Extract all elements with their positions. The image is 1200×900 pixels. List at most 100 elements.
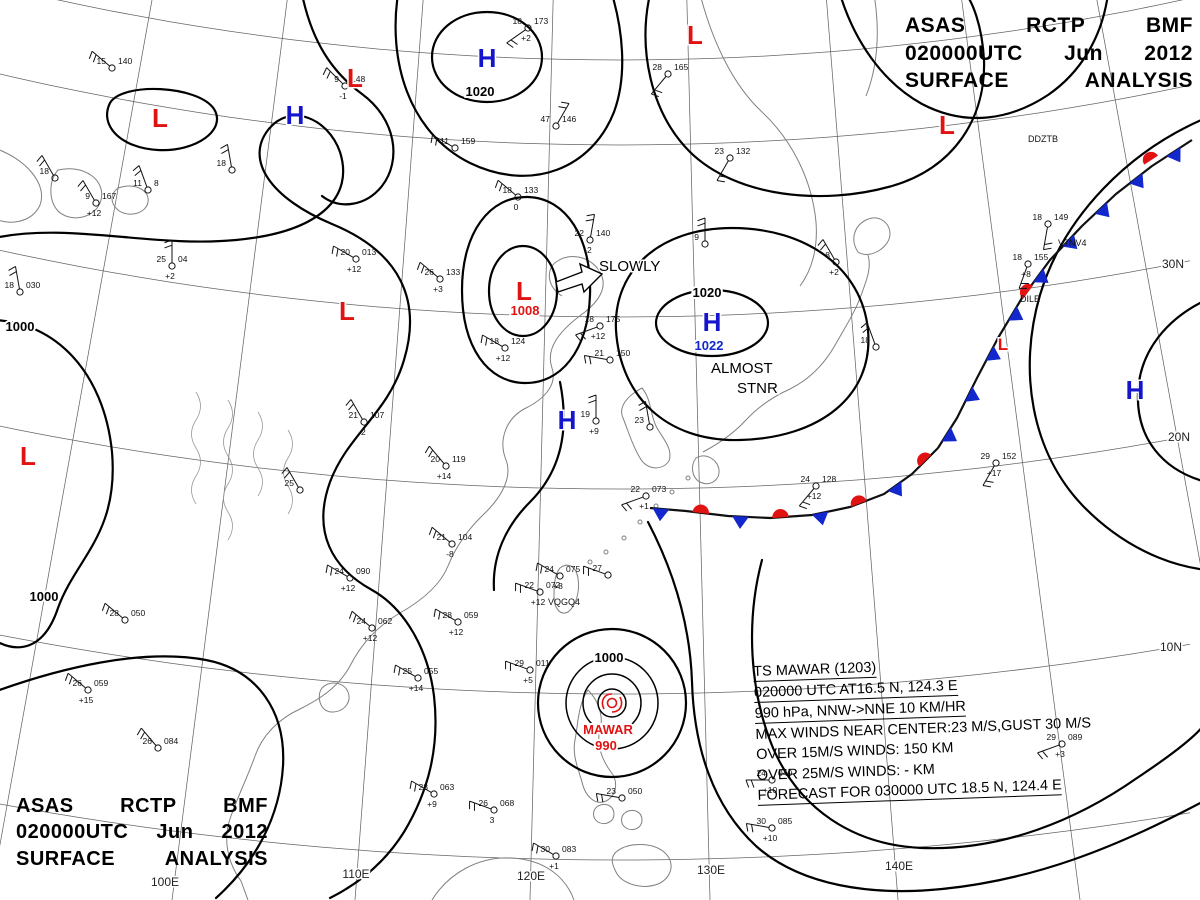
- station-tendency: -2: [358, 427, 366, 437]
- station-pressure: 152: [1002, 451, 1016, 461]
- wind-barb: [350, 399, 363, 420]
- cold-front-triangle: [1033, 268, 1049, 283]
- coastline: [702, 254, 870, 453]
- warm-front-semicircle: [1142, 151, 1159, 165]
- meridian-line: [171, 0, 288, 900]
- station-pressure: 146: [562, 114, 576, 124]
- station-temperature: 22: [575, 228, 585, 238]
- isobar: [430, 10, 544, 104]
- title-word: 020000UTC: [16, 821, 129, 844]
- wind-barb-tick: [601, 794, 604, 803]
- tropical-storm-icon: [601, 693, 623, 713]
- station-temperature: 25: [157, 254, 167, 264]
- title-word: ANALYSIS: [1084, 69, 1193, 93]
- station-temperature: 20: [431, 454, 441, 464]
- wind-barb-tick: [398, 667, 401, 676]
- wind-barb-tick: [36, 155, 43, 162]
- station-temperature: 29: [1047, 732, 1057, 742]
- wind-barb-tick: [985, 480, 994, 483]
- wind-barb-tick: [80, 184, 86, 192]
- wind-barb: [351, 610, 370, 627]
- station-pressure: 055: [424, 666, 438, 676]
- wind-barb-tick: [220, 143, 228, 149]
- cold-front-triangle: [1008, 306, 1024, 321]
- wind-barb-tick: [860, 322, 868, 329]
- low-pressure-center: L: [687, 20, 703, 50]
- station-plot: 9: [694, 217, 709, 248]
- wind-barb-tick: [589, 356, 592, 365]
- wind-barb: [82, 180, 95, 201]
- movement-arrow-icon: [555, 262, 604, 294]
- wind-barb-tick: [595, 793, 599, 802]
- title-word: 2012: [1144, 41, 1193, 65]
- latitude-label: 10N: [1160, 640, 1182, 654]
- station-temperature: 28: [443, 610, 453, 620]
- title-word: RCTP: [1026, 14, 1086, 37]
- title-line: SURFACE ANALYSIS: [16, 846, 268, 872]
- station-pressure: 155: [1034, 252, 1048, 262]
- station-plot: 25 04+2: [157, 239, 188, 281]
- station-temperature: 29: [515, 658, 525, 668]
- wind-barb-tick: [621, 504, 628, 512]
- wind-barb-tick: [651, 93, 659, 98]
- station-temperature: 18: [5, 280, 15, 290]
- title-word: 020000UTC: [905, 41, 1023, 65]
- storm-info-block: TS MAWAR (1203) 020000 UTC AT16.5 N, 124…: [753, 651, 1130, 809]
- wind-barb: [14, 266, 20, 290]
- wind-barb-tick: [535, 562, 538, 571]
- station-plot: 26 059+15: [64, 672, 108, 705]
- station-pressure: 040: [778, 768, 792, 778]
- station-temperature: 27: [593, 563, 603, 573]
- wind-barb-tick: [506, 42, 514, 48]
- wind-barb-tick: [77, 180, 84, 187]
- wind-barb-tick: [799, 505, 807, 510]
- station-plot: 18 155+8: [1013, 252, 1048, 289]
- station-pressure: 011: [536, 658, 550, 668]
- low-pressure-center: L: [20, 441, 36, 471]
- station-tendency: +10: [763, 785, 778, 795]
- terrain-line: [191, 391, 201, 505]
- station-tendency: -1: [339, 91, 347, 101]
- wind-barb-tick: [1042, 750, 1048, 758]
- station-plot: 22 140 -2: [575, 213, 610, 255]
- station-temperature: 26: [143, 736, 153, 746]
- title-line: ASAS RCTP BMF: [905, 12, 1193, 40]
- station-temperature: 9: [694, 232, 699, 242]
- station-plot: 29 011+5: [505, 658, 550, 685]
- isobar: [0, 114, 437, 900]
- station-tendency: +1: [549, 861, 559, 871]
- wind-barb-tick: [134, 170, 142, 176]
- wind-barb: [435, 608, 456, 621]
- movement-annotation: SLOWLY: [599, 258, 660, 275]
- station-temperature: 21: [595, 348, 605, 358]
- wind-barb-tick: [325, 564, 328, 573]
- station-temperature: 20: [341, 247, 351, 257]
- station-temperature: 24: [801, 474, 811, 484]
- station-tendency: +9: [589, 426, 599, 436]
- wind-barb: [596, 792, 620, 798]
- station-pressure: 050: [628, 786, 642, 796]
- wind-barb: [431, 526, 450, 543]
- warm-front-semicircle: [850, 495, 867, 507]
- coastline: [593, 803, 615, 825]
- wind-barb-tick: [654, 89, 663, 94]
- station-pressure: 083: [562, 844, 576, 854]
- station-plot: 18 149: [1033, 212, 1068, 251]
- wind-barb-tick: [430, 134, 433, 143]
- station-tendency: +15: [79, 695, 94, 705]
- wind-barb-tick: [751, 824, 754, 833]
- wind-barb: [537, 562, 558, 575]
- wind-barb-tick: [336, 248, 339, 257]
- station-temperature: 26: [73, 678, 83, 688]
- wind-barb-tick: [862, 327, 870, 333]
- cold-front-triangle: [941, 427, 958, 442]
- station-plot: 24 128+12: [798, 474, 836, 510]
- parallel-line: [0, 634, 1191, 695]
- station-tendency: +17: [987, 468, 1002, 478]
- wind-barb-tick: [561, 101, 570, 104]
- meridian-line: [826, 0, 899, 900]
- wind-barb: [469, 800, 492, 810]
- front-line: [937, 139, 1193, 449]
- station-pressure: 149: [1054, 212, 1068, 222]
